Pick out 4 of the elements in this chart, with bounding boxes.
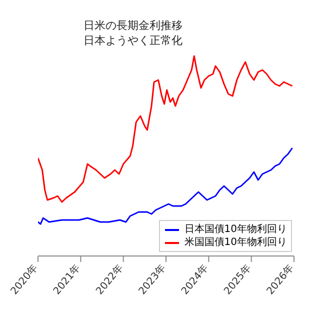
legend-label: 米国国債10年物利回り: [184, 236, 287, 249]
legend-label: 日本国債10年物利回り: [184, 223, 287, 236]
chart-subtitle: 日本ようやく正常化: [82, 33, 184, 48]
chart-title: 日米の長期金利推移: [82, 18, 184, 33]
